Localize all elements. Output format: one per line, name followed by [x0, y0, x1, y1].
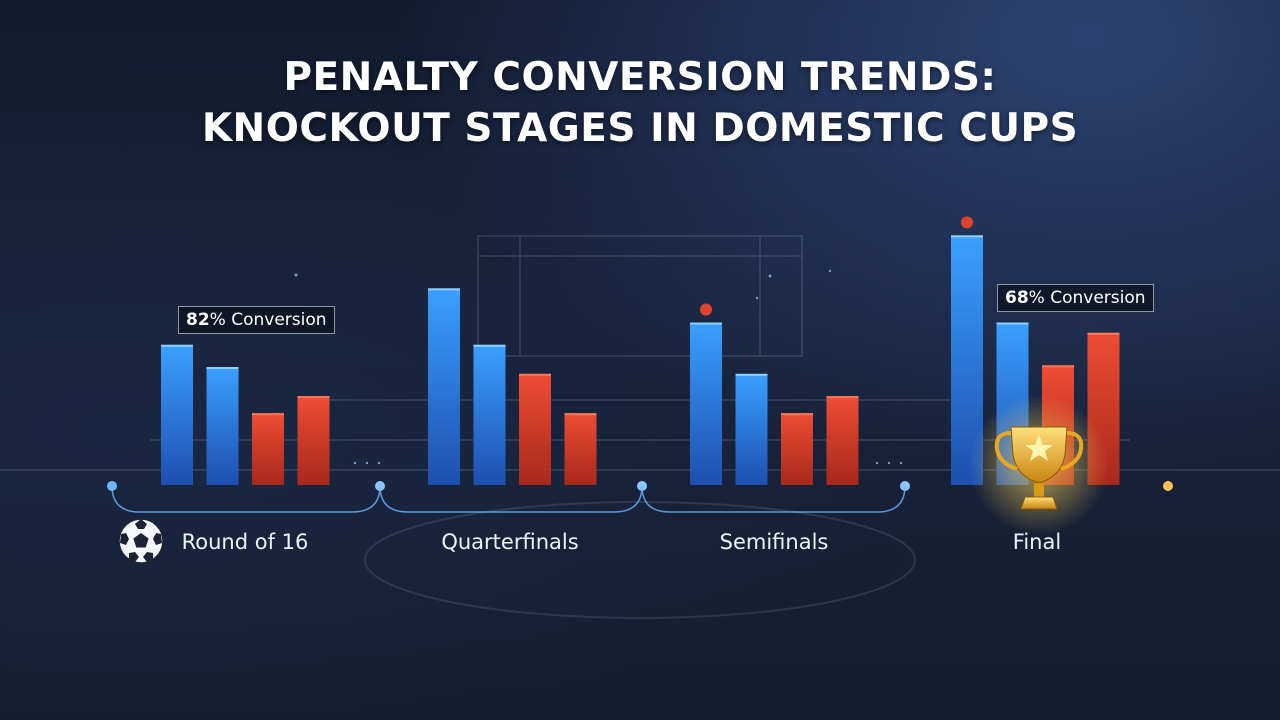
- bar-highlight: [826, 396, 859, 399]
- bar-highlight: [473, 344, 506, 347]
- category-label-final: Final: [1012, 530, 1062, 554]
- bar-highlight: [519, 373, 551, 376]
- bar-highlight: [1042, 365, 1074, 368]
- category-label-semifinals: Semifinals: [719, 530, 829, 554]
- bar-quarterfinals-4: [564, 413, 597, 485]
- bar-round-of-16-2: [206, 367, 239, 485]
- markers-group: [700, 216, 973, 316]
- bar-highlight: [206, 367, 239, 370]
- callout-suffix: % Conversion: [209, 310, 327, 330]
- title-line-2: KNOCKOUT STAGES IN DOMESTIC CUPS: [201, 106, 1079, 151]
- bar-highlight: [690, 322, 722, 325]
- soccer-ball-icon: [118, 518, 164, 564]
- callout-round-of-16: 82% Conversion: [178, 306, 335, 334]
- bracket-connector: [111, 485, 906, 513]
- bar-highlight: [735, 373, 768, 376]
- bar-highlight: [1087, 332, 1120, 335]
- bar-semifinals-2: [735, 373, 768, 485]
- callout-suffix: % Conversion: [1028, 288, 1146, 308]
- bar-highlight: [161, 344, 193, 347]
- bar-semifinals-4: [826, 396, 859, 485]
- bar-quarterfinals-1: [428, 288, 460, 485]
- marker-dot: [700, 303, 712, 316]
- bars-group: [161, 235, 1120, 485]
- bar-highlight: [564, 413, 597, 416]
- callout-final: 68% Conversion: [997, 284, 1154, 312]
- bar-highlight: [297, 396, 330, 399]
- category-label-round-of-16: Round of 16: [181, 530, 309, 554]
- marker-dot: [961, 216, 973, 229]
- chart-title: PENALTY CONVERSION TRENDS: KNOCKOUT STAG…: [0, 52, 1280, 154]
- bar-semifinals-3: [781, 413, 813, 485]
- bar-quarterfinals-3: [519, 373, 551, 485]
- bar-round-of-16-3: [252, 413, 284, 485]
- axis-node: [1163, 481, 1173, 491]
- bar-highlight: [951, 235, 983, 238]
- bar-highlight: [428, 288, 460, 291]
- bar-highlight: [781, 413, 813, 416]
- callout-value: 82: [186, 310, 210, 330]
- category-label-quarterfinals: Quarterfinals: [441, 530, 579, 554]
- title-line-1: PENALTY CONVERSION TRENDS:: [283, 55, 997, 100]
- bar-highlight: [252, 413, 284, 416]
- callout-value: 68: [1005, 288, 1029, 308]
- bar-round-of-16-1: [161, 344, 193, 485]
- sparkle-dots: [294, 269, 903, 465]
- bar-round-of-16-4: [297, 396, 330, 485]
- bar-highlight: [996, 322, 1029, 325]
- bar-semifinals-1: [690, 322, 722, 485]
- trophy-icon: [969, 395, 1109, 535]
- bar-quarterfinals-2: [473, 344, 506, 485]
